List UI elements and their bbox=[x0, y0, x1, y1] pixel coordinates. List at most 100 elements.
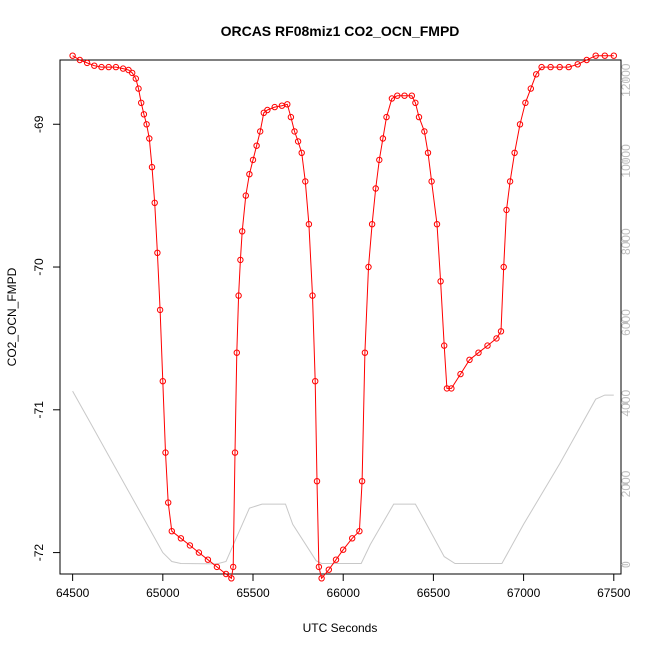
primary-point bbox=[129, 69, 136, 77]
primary-point bbox=[401, 92, 408, 99]
primary-point bbox=[186, 542, 194, 549]
primary-point bbox=[242, 192, 250, 199]
primary-point bbox=[105, 63, 112, 71]
primary-point bbox=[246, 171, 253, 178]
primary-point bbox=[309, 292, 316, 299]
primary-point bbox=[497, 328, 505, 335]
primary-point bbox=[287, 113, 295, 121]
primary-point bbox=[151, 199, 158, 207]
x-tick-label: 67500 bbox=[597, 586, 631, 600]
primary-point bbox=[500, 263, 507, 271]
primary-point bbox=[302, 178, 309, 185]
primary-point bbox=[325, 566, 332, 573]
primary-point bbox=[253, 142, 260, 149]
primary-point bbox=[421, 128, 428, 135]
primary-point bbox=[379, 135, 387, 142]
primary-point bbox=[257, 128, 264, 135]
primary-point bbox=[538, 63, 545, 71]
x-tick-label: 66500 bbox=[417, 586, 451, 600]
primary-point bbox=[284, 101, 291, 108]
x-tick-label: 67000 bbox=[507, 586, 541, 600]
primary-point bbox=[574, 61, 581, 68]
primary-point bbox=[565, 63, 572, 71]
primary-point bbox=[412, 99, 419, 107]
primary-point bbox=[443, 385, 451, 392]
primary-point bbox=[383, 113, 390, 121]
secondary-series-line bbox=[72, 390, 614, 565]
primary-point bbox=[156, 306, 164, 314]
y2-tick-label: 6000 bbox=[619, 309, 633, 336]
primary-point bbox=[315, 563, 323, 571]
primary-point bbox=[69, 52, 76, 59]
primary-point bbox=[294, 138, 302, 145]
x-tick-label: 65500 bbox=[236, 586, 270, 600]
primary-point bbox=[484, 342, 491, 349]
primary-point bbox=[312, 378, 319, 385]
primary-point bbox=[441, 342, 448, 349]
y-tick-label: -71 bbox=[32, 401, 46, 419]
primary-point bbox=[239, 228, 246, 235]
primary-point bbox=[159, 378, 167, 385]
primary-point bbox=[428, 178, 435, 185]
primary-point bbox=[138, 99, 145, 107]
primary-point bbox=[448, 385, 455, 392]
primary-point bbox=[361, 349, 369, 356]
primary-point bbox=[235, 292, 242, 299]
y-tick-label: -72 bbox=[32, 544, 46, 562]
y2-tick-label: 4000 bbox=[619, 390, 633, 417]
primary-point bbox=[424, 149, 432, 157]
primary-point bbox=[358, 478, 366, 485]
primary-point bbox=[204, 556, 212, 563]
chart-title: ORCAS RF08miz1 CO2_OCN_FMPD bbox=[221, 23, 460, 39]
primary-point bbox=[148, 163, 156, 171]
y-tick-label: -70 bbox=[32, 258, 46, 276]
primary-point bbox=[388, 95, 396, 102]
primary-point bbox=[237, 256, 244, 264]
primary-series-line bbox=[72, 55, 614, 580]
primary-point bbox=[437, 278, 444, 285]
primary-point bbox=[516, 121, 524, 128]
primary-point bbox=[610, 52, 617, 59]
primary-point bbox=[601, 52, 608, 59]
primary-point bbox=[162, 449, 169, 456]
y-tick-label: -69 bbox=[32, 115, 46, 133]
y2-tick-label: 10000 bbox=[619, 144, 633, 178]
primary-series bbox=[69, 52, 617, 582]
primary-point bbox=[356, 528, 363, 535]
y2-tick-label: 0 bbox=[619, 561, 633, 568]
primary-point bbox=[511, 149, 518, 157]
primary-point bbox=[408, 92, 415, 99]
primary-point bbox=[98, 63, 105, 71]
primary-point bbox=[231, 449, 239, 456]
primary-point bbox=[522, 99, 529, 107]
primary-point bbox=[506, 178, 514, 185]
primary-point bbox=[394, 92, 401, 99]
primary-point bbox=[168, 528, 176, 535]
primary-point bbox=[249, 156, 257, 164]
primary-point bbox=[556, 63, 563, 71]
primary-point bbox=[135, 85, 142, 92]
primary-point bbox=[503, 206, 510, 214]
primary-point bbox=[222, 570, 230, 578]
right-axis: 0 2000 4000 6000 8000 10000 12000 bbox=[619, 63, 633, 568]
y-axis-label: CO2_OCN_FMPD bbox=[5, 267, 19, 366]
primary-point bbox=[305, 221, 313, 228]
primary-point bbox=[332, 556, 340, 563]
x-tick-label: 65000 bbox=[146, 586, 180, 600]
primary-point bbox=[91, 62, 98, 69]
x-axis-label: UTC Seconds bbox=[303, 621, 378, 635]
primary-point bbox=[271, 103, 278, 111]
primary-point bbox=[112, 63, 120, 71]
primary-point bbox=[165, 499, 172, 506]
primary-point bbox=[493, 335, 500, 342]
plot-frame bbox=[59, 59, 622, 575]
primary-point bbox=[146, 135, 153, 142]
primary-point bbox=[143, 121, 150, 128]
primary-point bbox=[466, 356, 473, 363]
primary-point bbox=[533, 71, 540, 78]
x-axis: 64500 65000 65500 66000 66500 67000 67500 bbox=[56, 574, 631, 600]
primary-point bbox=[264, 106, 271, 114]
primary-point bbox=[547, 63, 554, 71]
x-tick-label: 66000 bbox=[327, 586, 361, 600]
